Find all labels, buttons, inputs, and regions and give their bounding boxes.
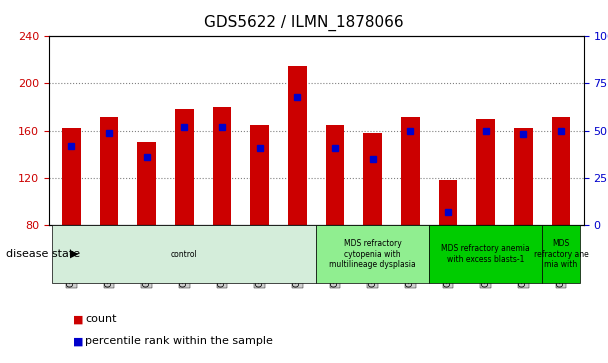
Bar [213, 107, 232, 225]
Text: percentile rank within the sample: percentile rank within the sample [85, 336, 273, 346]
Text: count: count [85, 314, 117, 325]
Bar [401, 117, 420, 225]
Bar [100, 117, 119, 225]
Text: control: control [171, 250, 198, 258]
FancyBboxPatch shape [52, 225, 316, 283]
FancyBboxPatch shape [542, 225, 580, 283]
Bar [175, 110, 194, 225]
Bar [363, 133, 382, 225]
Bar [62, 128, 81, 225]
Bar [551, 117, 570, 225]
Text: MDS refractory
cytopenia with
multilineage dysplasia: MDS refractory cytopenia with multilinea… [330, 239, 416, 269]
Text: ■: ■ [73, 314, 83, 325]
Bar [325, 125, 344, 225]
Bar [288, 66, 307, 225]
Bar [137, 142, 156, 225]
Bar [514, 128, 533, 225]
Text: MDS refractory anemia
with excess blasts-1: MDS refractory anemia with excess blasts… [441, 244, 530, 264]
Text: MDS
refractory ane
mia with: MDS refractory ane mia with [534, 239, 589, 269]
Text: ■: ■ [73, 336, 83, 346]
Bar [438, 180, 457, 225]
Text: disease state: disease state [6, 249, 80, 259]
Bar [476, 119, 495, 225]
Bar [250, 125, 269, 225]
FancyBboxPatch shape [429, 225, 542, 283]
FancyBboxPatch shape [316, 225, 429, 283]
Text: ▶: ▶ [70, 249, 78, 259]
Text: GDS5622 / ILMN_1878066: GDS5622 / ILMN_1878066 [204, 15, 404, 31]
